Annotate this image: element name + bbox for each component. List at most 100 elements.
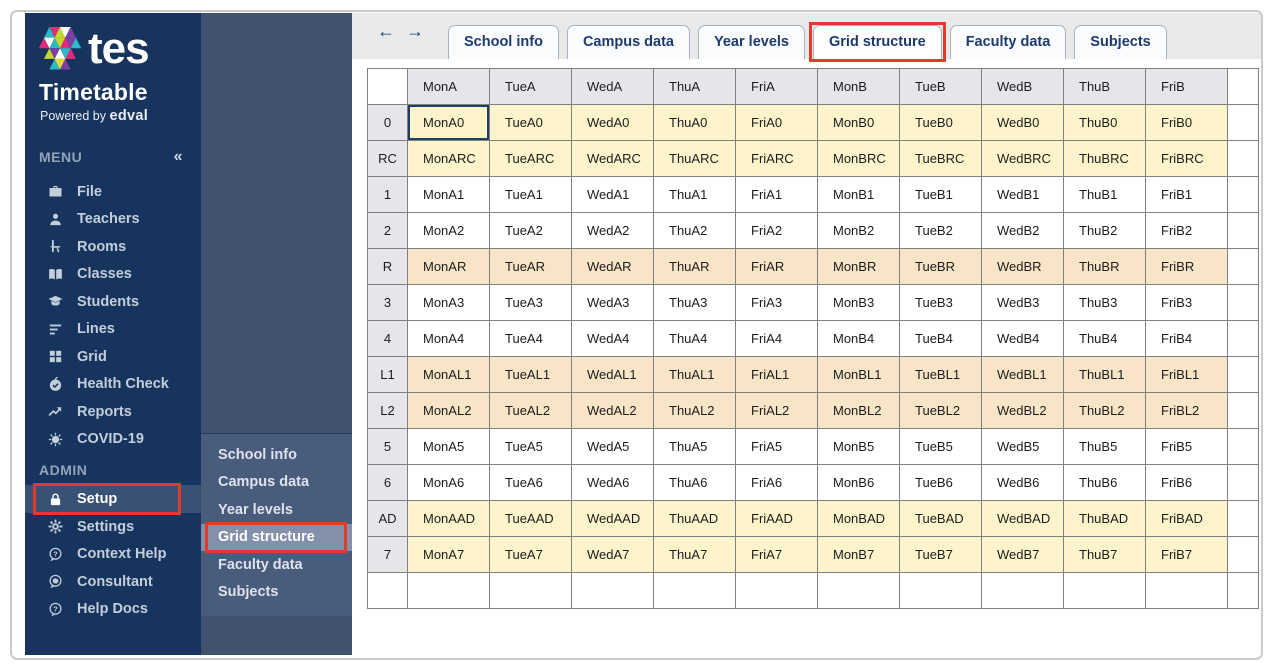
- sidebar-item-help-docs[interactable]: ? Help Docs: [25, 596, 201, 624]
- grid-cell[interactable]: MonBL1: [817, 356, 900, 393]
- grid-row-header[interactable]: 4: [367, 320, 408, 357]
- grid-cell[interactable]: [489, 572, 572, 609]
- grid-cell[interactable]: FriA7: [735, 536, 818, 573]
- submenu-item-grid-structure[interactable]: Grid structure: [201, 521, 352, 553]
- grid-column-header[interactable]: FriB: [1145, 68, 1228, 105]
- grid-cell[interactable]: FriB7: [1145, 536, 1228, 573]
- grid-cell[interactable]: FriB3: [1145, 284, 1228, 321]
- grid-row-header[interactable]: 3: [367, 284, 408, 321]
- grid-cell[interactable]: WedBL1: [981, 356, 1064, 393]
- grid-cell[interactable]: FriB1: [1145, 176, 1228, 213]
- grid-cell[interactable]: ThuA6: [653, 464, 736, 501]
- grid-cell[interactable]: [981, 572, 1064, 609]
- grid-cell[interactable]: MonBL2: [817, 392, 900, 429]
- grid-cell[interactable]: MonB2: [817, 212, 900, 249]
- tab-school-info[interactable]: School info: [448, 25, 559, 59]
- grid-cell[interactable]: FriAAD: [735, 500, 818, 537]
- back-arrow-icon[interactable]: ←: [377, 21, 395, 41]
- sidebar-item-reports[interactable]: Reports: [25, 398, 201, 426]
- grid-cell[interactable]: WedARC: [571, 140, 654, 177]
- grid-cell-selected[interactable]: MonA0: [407, 104, 490, 141]
- grid-cell[interactable]: ThuB3: [1063, 284, 1146, 321]
- grid-cell[interactable]: WedA0: [571, 104, 654, 141]
- grid-row-header[interactable]: 7: [367, 536, 408, 573]
- sidebar-item-students[interactable]: Students: [25, 288, 201, 316]
- submenu-item-campus-data[interactable]: Campus data: [218, 474, 310, 491]
- grid-cell[interactable]: MonBRC: [817, 140, 900, 177]
- grid-cell[interactable]: ThuB6: [1063, 464, 1146, 501]
- grid-cell[interactable]: MonAL2: [407, 392, 490, 429]
- sidebar-item-file[interactable]: File: [25, 178, 201, 206]
- grid-cell[interactable]: MonB6: [817, 464, 900, 501]
- sidebar-item-lines[interactable]: Lines: [25, 316, 201, 344]
- grid-row-header[interactable]: L1: [367, 356, 408, 393]
- grid-cell[interactable]: MonA7: [407, 536, 490, 573]
- grid-cell[interactable]: FriAL2: [735, 392, 818, 429]
- tab-year-levels[interactable]: Year levels: [698, 25, 805, 59]
- grid-cell[interactable]: FriB6: [1145, 464, 1228, 501]
- grid-cell[interactable]: [407, 572, 490, 609]
- grid-cell[interactable]: MonAAD: [407, 500, 490, 537]
- grid-cell[interactable]: ThuA1: [653, 176, 736, 213]
- grid-cell[interactable]: FriBL1: [1145, 356, 1228, 393]
- grid-cell[interactable]: MonARC: [407, 140, 490, 177]
- grid-column-header[interactable]: ThuA: [653, 68, 736, 105]
- submenu-item-school-info[interactable]: School info: [218, 446, 297, 463]
- grid-cell[interactable]: [735, 572, 818, 609]
- grid-cell[interactable]: MonB3: [817, 284, 900, 321]
- grid-cell[interactable]: ThuA2: [653, 212, 736, 249]
- sidebar-item-setup[interactable]: Setup: [25, 483, 201, 515]
- grid-cell[interactable]: TueB2: [899, 212, 982, 249]
- grid-cell[interactable]: FriB2: [1145, 212, 1228, 249]
- grid-cell[interactable]: ThuB5: [1063, 428, 1146, 465]
- submenu-item-year-levels[interactable]: Year levels: [218, 501, 293, 518]
- sidebar-item-grid[interactable]: Grid: [25, 343, 201, 371]
- grid-cell[interactable]: TueA5: [489, 428, 572, 465]
- sidebar-item-classes[interactable]: Classes: [25, 261, 201, 289]
- grid-cell[interactable]: TueA3: [489, 284, 572, 321]
- grid-cell[interactable]: FriA5: [735, 428, 818, 465]
- grid-cell[interactable]: ThuAR: [653, 248, 736, 285]
- submenu-item-faculty-data[interactable]: Faculty data: [218, 556, 303, 573]
- grid-cell[interactable]: MonA2: [407, 212, 490, 249]
- tab-subjects[interactable]: Subjects: [1074, 25, 1167, 59]
- grid-cell[interactable]: FriA4: [735, 320, 818, 357]
- grid-cell[interactable]: WedA7: [571, 536, 654, 573]
- grid-cell[interactable]: WedB7: [981, 536, 1064, 573]
- grid-cell[interactable]: WedA2: [571, 212, 654, 249]
- grid-cell[interactable]: FriA6: [735, 464, 818, 501]
- forward-arrow-icon[interactable]: →: [406, 21, 424, 41]
- grid-row-header[interactable]: 1: [367, 176, 408, 213]
- grid-cell[interactable]: WedB4: [981, 320, 1064, 357]
- grid-cell[interactable]: WedAL2: [571, 392, 654, 429]
- grid-cell[interactable]: ThuA4: [653, 320, 736, 357]
- grid-row-header[interactable]: RC: [367, 140, 408, 177]
- grid-cell[interactable]: ThuA7: [653, 536, 736, 573]
- grid-cell[interactable]: TueBR: [899, 248, 982, 285]
- tab-campus-data[interactable]: Campus data: [566, 25, 690, 59]
- grid-cell[interactable]: ThuB1: [1063, 176, 1146, 213]
- grid-cell[interactable]: TueA0: [489, 104, 572, 141]
- grid-cell[interactable]: WedB0: [981, 104, 1064, 141]
- grid-cell[interactable]: TueBL2: [899, 392, 982, 429]
- grid-cell[interactable]: FriA2: [735, 212, 818, 249]
- grid-cell[interactable]: MonAR: [407, 248, 490, 285]
- grid-cell[interactable]: FriBAD: [1145, 500, 1228, 537]
- grid-cell[interactable]: TueAAD: [489, 500, 572, 537]
- grid-cell[interactable]: TueB4: [899, 320, 982, 357]
- grid-cell[interactable]: TueAR: [489, 248, 572, 285]
- grid-cell[interactable]: TueB7: [899, 536, 982, 573]
- grid-cell[interactable]: WedB2: [981, 212, 1064, 249]
- grid-cell[interactable]: ThuBR: [1063, 248, 1146, 285]
- sidebar-item-rooms[interactable]: Rooms: [25, 233, 201, 261]
- grid-cell[interactable]: FriB4: [1145, 320, 1228, 357]
- grid-cell[interactable]: FriA0: [735, 104, 818, 141]
- grid-column-header[interactable]: FriA: [735, 68, 818, 105]
- grid-cell[interactable]: TueAL2: [489, 392, 572, 429]
- grid-cell[interactable]: MonB0: [817, 104, 900, 141]
- grid-row-header[interactable]: 2: [367, 212, 408, 249]
- grid-cell[interactable]: WedA6: [571, 464, 654, 501]
- grid-cell[interactable]: ThuB0: [1063, 104, 1146, 141]
- grid-cell[interactable]: FriBL2: [1145, 392, 1228, 429]
- grid-row-header[interactable]: 5: [367, 428, 408, 465]
